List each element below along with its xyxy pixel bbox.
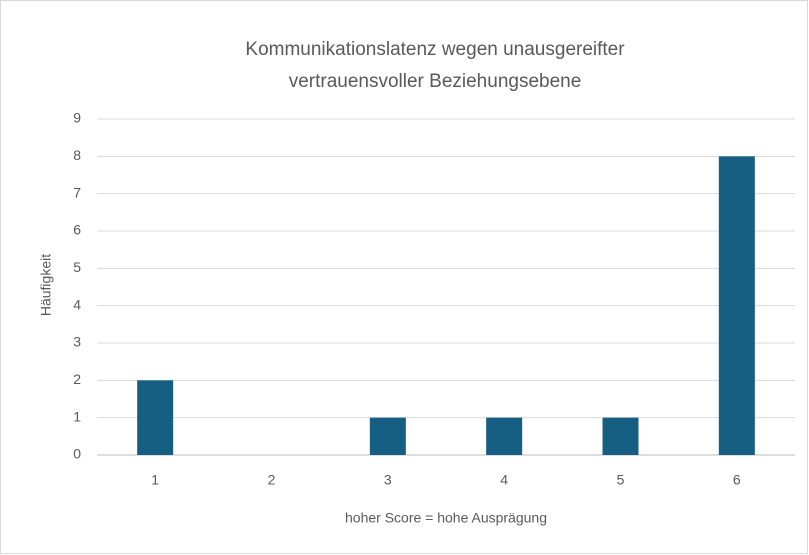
x-tick-label: 5 bbox=[617, 472, 625, 488]
y-tick-label: 5 bbox=[73, 259, 81, 275]
y-tick-label: 9 bbox=[73, 110, 81, 126]
bar bbox=[486, 417, 523, 455]
bar bbox=[369, 417, 406, 455]
y-tick-label: 0 bbox=[73, 446, 81, 462]
bar bbox=[137, 380, 174, 455]
chart-title: Kommunikationslatenz wegen unausgereifte… bbox=[245, 39, 625, 60]
x-axis-label: hoher Score = hohe Ausprägung bbox=[345, 510, 547, 526]
y-tick-label: 8 bbox=[73, 147, 81, 163]
y-tick-label: 1 bbox=[73, 408, 81, 424]
y-tick-label: 4 bbox=[73, 296, 81, 312]
x-tick-label: 3 bbox=[384, 472, 392, 488]
x-tick-label: 6 bbox=[733, 472, 741, 488]
y-tick-label: 2 bbox=[73, 371, 81, 387]
y-tick-label: 7 bbox=[73, 184, 81, 200]
bar bbox=[718, 156, 755, 456]
x-tick-label: 4 bbox=[500, 472, 508, 488]
x-tick-label: 1 bbox=[151, 472, 159, 488]
bar bbox=[602, 417, 639, 455]
y-tick-label: 3 bbox=[73, 334, 81, 350]
y-tick-label: 6 bbox=[73, 222, 81, 238]
x-tick-label: 2 bbox=[268, 472, 276, 488]
y-axis-label: Häufigkeit bbox=[38, 254, 54, 316]
chart-title: vertrauensvoller Beziehungsebene bbox=[289, 71, 582, 92]
